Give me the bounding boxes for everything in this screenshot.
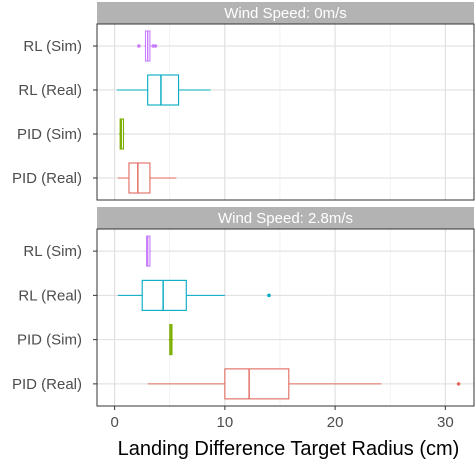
box-iqr [147, 74, 180, 106]
facet-strip-label: Wind Speed: 2.8m/s [218, 210, 353, 227]
outlier-point [153, 44, 158, 48]
box-rl-sim [145, 235, 152, 267]
x-axis: 0 10 20 30 [110, 406, 454, 431]
facet-panel: Wind Speed: 2.8m/s RL (Sim) RL (Real) PID (… [12, 207, 475, 407]
box-rl-real [117, 279, 271, 311]
category-label: PID (Real) [12, 170, 82, 187]
x-tick-label: 10 [217, 414, 234, 431]
outlier-point [267, 293, 271, 298]
box-pid-sim [119, 118, 125, 150]
outlier-point [137, 44, 141, 48]
category-label: RL (Sim) [23, 243, 82, 260]
box-iqr [141, 279, 187, 311]
facet-strip-label: Wind Speed: 0m/s [224, 5, 347, 22]
category-label: PID (Real) [12, 376, 82, 393]
category-label: RL (Real) [18, 287, 82, 304]
facet-strip [97, 207, 474, 229]
category-label: PID (Sim) [17, 126, 82, 143]
box-rl-sim [137, 30, 158, 62]
facet-strip [97, 2, 474, 24]
box-pid-sim [168, 324, 174, 356]
facet-panels: Wind Speed: 0m/s RL (Sim) RL (Real) PID (Si… [12, 2, 475, 407]
box-iqr [224, 368, 290, 400]
x-tick-label: 30 [437, 414, 454, 431]
x-axis-title: Landing Difference Target Radius (cm) [118, 438, 460, 460]
category-label: RL (Sim) [23, 38, 82, 55]
box-iqr [128, 162, 151, 194]
outlier-point [456, 382, 461, 386]
facet-panel: Wind Speed: 0m/s RL (Sim) RL (Real) PID (Si… [12, 2, 475, 201]
panel-background [96, 23, 475, 201]
panel-border [96, 228, 475, 407]
box-pid-real [147, 368, 461, 400]
x-tick-label: 0 [110, 414, 118, 431]
x-tick-label: 20 [327, 414, 344, 431]
box-pid-real [117, 162, 177, 194]
category-label: PID (Sim) [17, 332, 82, 349]
panel-border [96, 23, 475, 201]
category-label: RL (Real) [18, 82, 82, 99]
box-rl-real [116, 74, 211, 106]
